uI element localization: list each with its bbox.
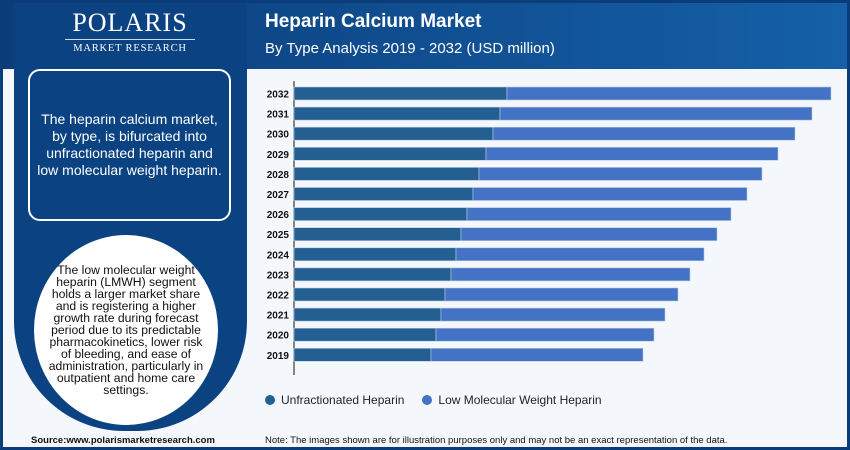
summary-text: The heparin calcium market, by type, is … [37,111,222,178]
y-tick-label: 2020 [267,331,290,342]
bar-unfractionated-2021 [293,307,442,322]
y-tick-label: 2028 [267,170,290,181]
bar-lmwh-2023 [450,267,691,282]
legend-swatch [422,395,433,405]
source-text: Source:www.polarismarketresearch.com [31,435,215,446]
bar-unfractionated-2029 [293,147,487,161]
polaris-logo: POLARIS MARKET RESEARCH [65,9,195,54]
legend-label: Low Molecular Weight Heparin [438,393,602,407]
bar-unfractionated-2032 [293,86,508,101]
legend-item-lmwh: Low Molecular Weight Heparin [422,393,602,407]
bar-unfractionated-2028 [293,167,480,181]
y-tick-label: 2022 [267,291,290,302]
chart-subtitle: By Type Analysis 2019 - 2032 (USD millio… [265,40,555,57]
bar-lmwh-2025 [460,227,718,241]
bar-chart: 2032 2031 2030 2029 2028 2027 2026 2025 2024 2023… [267,81,832,375]
y-tick-label: 2032 [267,90,290,101]
insight-text: The low molecular weight heparin (LMWH) … [48,263,204,397]
legend-swatch [265,395,275,405]
bar-lmwh-2031 [499,106,813,121]
bar-unfractionated-2025 [293,227,462,241]
insight-oval: The low molecular weight heparin (LMWH) … [34,235,218,425]
bar-lmwh-2024 [455,247,705,262]
bar-lmwh-2032 [506,86,832,101]
y-tick-label: 2019 [267,351,290,362]
bar-lmwh-2020 [435,327,655,342]
bar-lmwh-2019 [430,347,644,362]
bar-lmwh-2027 [472,187,748,201]
y-tick-label: 2021 [267,311,290,322]
logo-subtitle: MARKET RESEARCH [73,43,187,54]
bar-unfractionated-2023 [293,267,452,282]
logo-divider [65,39,195,40]
y-tick-label: 2030 [267,130,290,141]
legend-label: Unfractionated Heparin [281,393,405,407]
bar-unfractionated-2026 [293,207,468,221]
bar-lmwh-2026 [466,207,732,221]
y-tick-label: 2026 [267,210,290,221]
bar-unfractionated-2022 [293,287,446,302]
legend-item-unfractionated: Unfractionated Heparin [265,393,404,407]
y-tick-label: 2024 [267,250,290,261]
logo-name: POLARIS [72,8,188,37]
bar-unfractionated-2024 [293,247,457,262]
bar-unfractionated-2030 [293,126,494,141]
bar-lmwh-2030 [492,126,796,141]
bar-lmwh-2029 [485,147,779,161]
bar-lmwh-2028 [478,167,763,181]
bar-unfractionated-2020 [293,327,437,342]
bar-unfractionated-2031 [293,106,501,121]
bar-unfractionated-2019 [293,347,432,362]
bar-unfractionated-2027 [293,187,474,201]
y-tick-label: 2025 [267,230,290,241]
summary-box: The heparin calcium market, by type, is … [28,69,231,221]
bar-lmwh-2021 [440,307,666,322]
disclaimer-note: Note: The images shown are for illustrat… [265,435,728,446]
y-tick-label: 2027 [267,190,290,201]
y-tick-label: 2023 [267,270,290,281]
bar-lmwh-2022 [444,287,679,302]
y-tick-label: 2031 [267,110,290,121]
infographic-frame: POLARIS MARKET RESEARCH The heparin calc… [3,3,847,447]
y-tick-label: 2029 [267,150,290,161]
chart-title: Heparin Calcium Market [265,11,482,32]
legend: Unfractionated Heparin Low Molecular Wei… [265,393,602,407]
